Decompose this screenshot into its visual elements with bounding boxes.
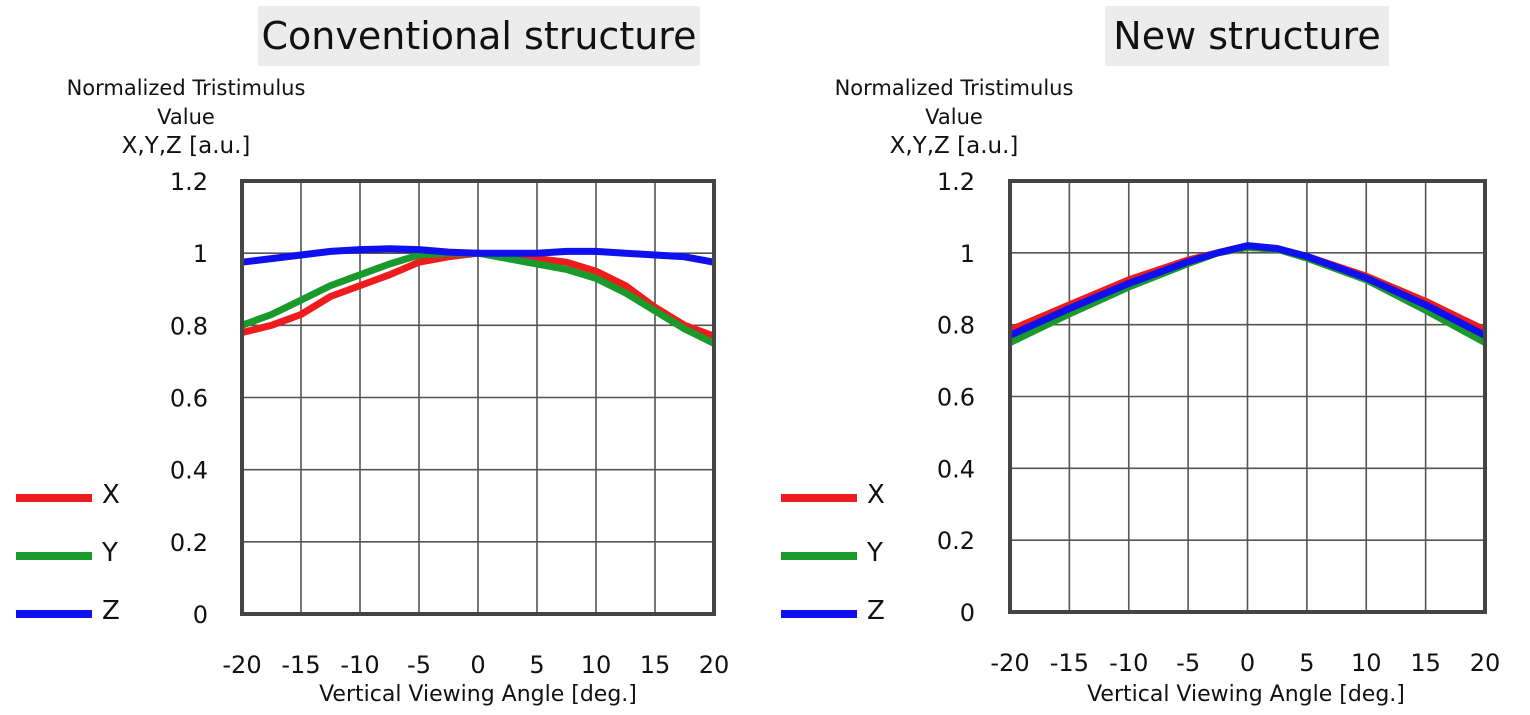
legend-item-y: Y bbox=[781, 536, 901, 576]
y-axis-label-line: X,Y,Z [a.u.] bbox=[889, 133, 1019, 159]
legend-item-z: Z bbox=[781, 594, 901, 634]
y-tick-label: 0.4 bbox=[937, 455, 975, 483]
legend-swatch bbox=[781, 494, 857, 502]
plot-frame bbox=[1008, 179, 1487, 614]
y-tick-label: 0.2 bbox=[170, 529, 208, 557]
y-tick-label: 0.2 bbox=[937, 527, 975, 555]
series-line-z bbox=[241, 245, 715, 266]
x-tick-label: 15 bbox=[1410, 649, 1441, 677]
y-tick-label: 0 bbox=[193, 601, 208, 629]
y-axis-label-line: Value bbox=[925, 105, 983, 129]
conventional-plot: 0 0.2 0.4 0.6 0.8 1 1.2 -20 -15 -10 -5 0 5 10 15 20 bbox=[170, 168, 730, 679]
legend-swatch bbox=[16, 494, 92, 502]
chart-title: Conventional structure bbox=[258, 6, 700, 66]
x-tick-label: 15 bbox=[640, 651, 671, 679]
x-axis-label: Vertical Viewing Angle [deg.] bbox=[319, 682, 637, 707]
legend-item-y: Y bbox=[16, 536, 136, 576]
legend-swatch bbox=[16, 552, 92, 560]
series-line-z bbox=[1008, 242, 1487, 339]
y-tick-label: 1.2 bbox=[937, 168, 975, 196]
y-tick-label: 0.6 bbox=[170, 385, 208, 413]
x-tick-label: -5 bbox=[1176, 649, 1200, 677]
x-tick-label: -20 bbox=[222, 651, 261, 679]
x-tick-label: 20 bbox=[1470, 649, 1501, 677]
legend-label: Z bbox=[867, 596, 885, 626]
new-structure-plot: 0 0.2 0.4 0.6 0.8 1 1.2 -20 -15 -10 -5 0 5 10 15 20 bbox=[937, 168, 1501, 677]
x-tick-label: -20 bbox=[990, 649, 1029, 677]
x-tick-label: 5 bbox=[1299, 649, 1314, 677]
new-structure-panel: New structure Normalized Tristimulus Val… bbox=[765, 0, 1530, 715]
x-tick-label: 5 bbox=[529, 651, 544, 679]
y-axis-label: Normalized Tristimulus Value X,Y,Z [a.u.… bbox=[804, 74, 1104, 161]
conventional-panel: Conventional structure Normalized Tristi… bbox=[16, 6, 730, 707]
y-tick-label: 1 bbox=[960, 240, 975, 268]
legend-swatch bbox=[16, 610, 92, 618]
legend-label: Z bbox=[102, 596, 120, 626]
legend-item-x: X bbox=[781, 478, 901, 518]
legend-label: Y bbox=[102, 538, 118, 568]
y-tick-label: 0.6 bbox=[937, 384, 975, 412]
plot-frame bbox=[240, 179, 716, 616]
legend-item-x: X bbox=[16, 478, 136, 518]
legend-label: Y bbox=[867, 538, 883, 568]
x-tick-label: 0 bbox=[470, 651, 485, 679]
x-tick-label: -5 bbox=[407, 651, 431, 679]
y-tick-label: 0 bbox=[960, 599, 975, 627]
x-tick-label: -10 bbox=[1109, 649, 1148, 677]
x-tick-label: -15 bbox=[281, 651, 320, 679]
x-tick-label: 20 bbox=[699, 651, 730, 679]
x-tick-label: -15 bbox=[1050, 649, 1089, 677]
y-tick-label: 1.2 bbox=[170, 168, 208, 196]
y-tick-label: 1 bbox=[193, 240, 208, 268]
x-axis-label: Vertical Viewing Angle [deg.] bbox=[1087, 682, 1405, 707]
y-axis-label-line: X,Y,Z [a.u.] bbox=[121, 133, 251, 159]
y-axis-label-line: Normalized Tristimulus bbox=[834, 76, 1074, 100]
y-tick-label: 0.4 bbox=[170, 457, 208, 485]
x-tick-label: 0 bbox=[1240, 649, 1255, 677]
legend-swatch bbox=[781, 610, 857, 618]
y-tick-label: 0.8 bbox=[170, 312, 208, 340]
y-axis-label-line: Value bbox=[157, 105, 215, 129]
x-tick-label: 10 bbox=[1351, 649, 1382, 677]
y-axis-label: Normalized Tristimulus Value X,Y,Z [a.u.… bbox=[36, 74, 336, 161]
chart-title: New structure bbox=[1105, 6, 1389, 66]
x-tick-label: 10 bbox=[581, 651, 612, 679]
x-tick-label: -10 bbox=[340, 651, 379, 679]
y-tick-label: 0.8 bbox=[937, 312, 975, 340]
legend-item-z: Z bbox=[16, 594, 136, 634]
legend-label: X bbox=[102, 480, 120, 510]
legend-swatch bbox=[781, 552, 857, 560]
legend-label: X bbox=[867, 480, 885, 510]
y-axis-label-line: Normalized Tristimulus bbox=[66, 76, 306, 100]
